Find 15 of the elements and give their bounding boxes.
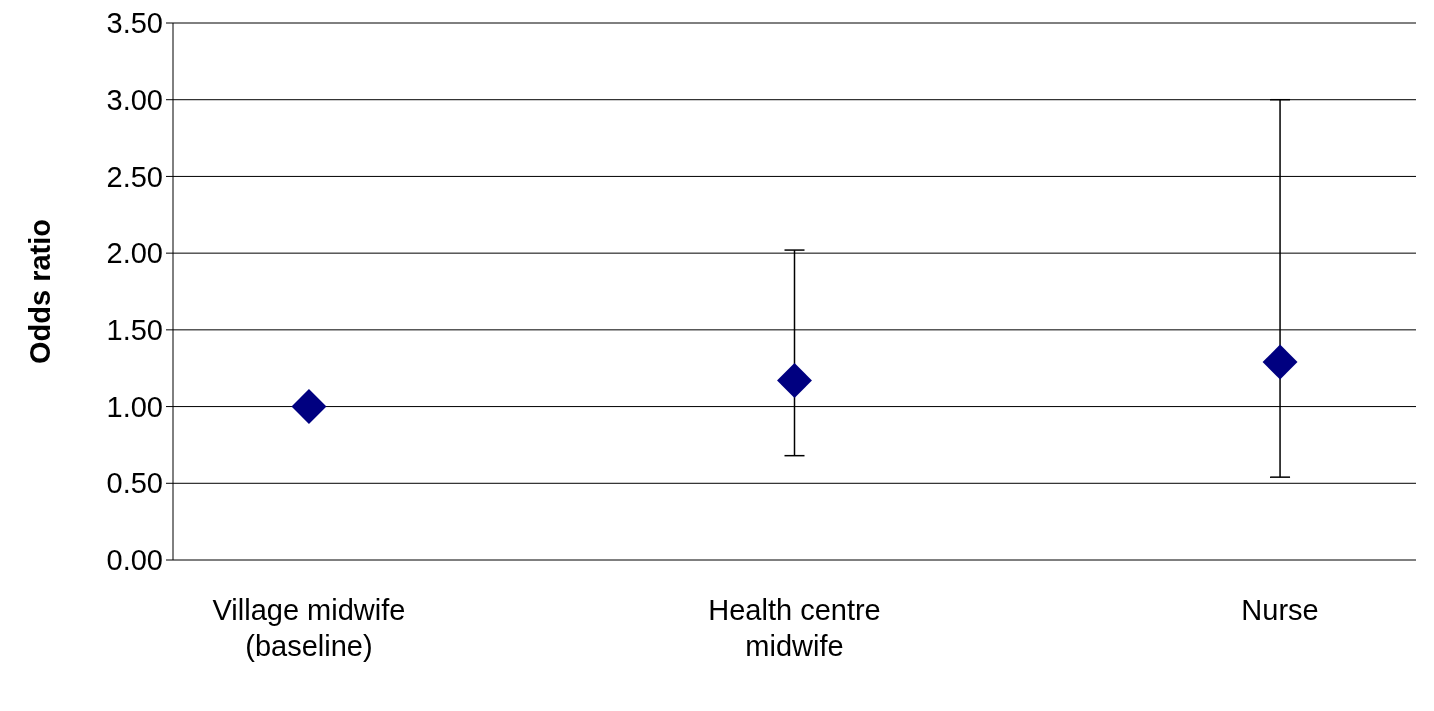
y-tick-label: 0.00 xyxy=(106,544,163,577)
y-tick-label: 1.00 xyxy=(106,390,163,423)
y-axis-title: Odds ratio xyxy=(24,218,56,365)
point xyxy=(291,389,327,425)
y-tick-label: 2.50 xyxy=(106,160,163,193)
y-tick-label: 1.50 xyxy=(106,314,163,347)
y-tick-label: 2.00 xyxy=(106,237,163,270)
x-tick-label: Nurse xyxy=(1241,594,1319,626)
y-tick-label: 3.00 xyxy=(106,83,163,116)
y-tick-label: 0.50 xyxy=(106,467,163,500)
x-tick-label: Health centre midwife xyxy=(708,594,881,662)
point xyxy=(777,363,812,398)
x-tick-label: Village midwife (baseline) xyxy=(212,594,406,662)
y-tick-label: 3.50 xyxy=(106,7,163,40)
point xyxy=(1262,344,1298,380)
